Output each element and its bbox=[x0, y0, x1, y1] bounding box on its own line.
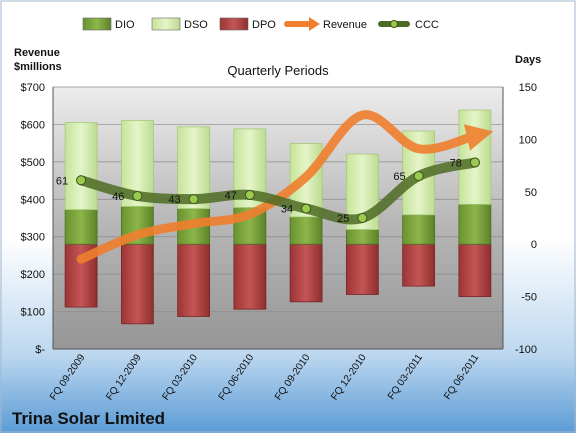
plot-area bbox=[53, 87, 503, 349]
data-labels: 61 46 43 47 34 25 65 78 bbox=[56, 157, 462, 225]
left-tick-label: $500 bbox=[21, 157, 45, 169]
dpo-bar bbox=[233, 243, 267, 310]
left-axis-label-line1: Revenue bbox=[14, 47, 60, 59]
dpo-bar bbox=[289, 243, 323, 303]
dio-bar bbox=[345, 229, 379, 245]
ccc-data-label: 47 bbox=[225, 190, 237, 202]
ccc-line bbox=[76, 157, 480, 225]
legend-swatch-dso bbox=[151, 17, 181, 31]
dpo-bar bbox=[120, 243, 154, 325]
right-tick-label: 150 bbox=[519, 82, 537, 94]
left-tick-label: $200 bbox=[21, 269, 45, 281]
left-tick-label: $300 bbox=[21, 232, 45, 244]
left-tick-label: $100 bbox=[21, 307, 45, 319]
dpo-bar bbox=[402, 243, 436, 287]
legend-swatch-dio bbox=[82, 17, 112, 31]
left-tick-label: $600 bbox=[21, 119, 45, 131]
legend-swatch-ccc-point bbox=[390, 20, 398, 28]
ccc-point bbox=[357, 213, 368, 223]
ccc-point bbox=[76, 175, 87, 186]
ccc-point bbox=[132, 190, 143, 201]
ccc-point bbox=[413, 171, 424, 182]
ccc-data-label: 43 bbox=[168, 194, 180, 206]
right-tick-label: 0 bbox=[531, 239, 537, 251]
dio-bar bbox=[289, 216, 323, 245]
ccc-data-label: 61 bbox=[56, 175, 68, 187]
dio-bar bbox=[64, 209, 98, 245]
dpo-bar bbox=[177, 243, 211, 317]
dio-bar bbox=[458, 203, 492, 245]
right-tick-label: -50 bbox=[521, 292, 537, 304]
legend-label: CCC bbox=[415, 19, 439, 31]
right-tick-label: 50 bbox=[525, 187, 537, 199]
legend-label: Revenue bbox=[323, 19, 367, 31]
legend-label: DSO bbox=[184, 19, 208, 31]
right-tick-label: -100 bbox=[515, 344, 537, 356]
dso-bar bbox=[64, 122, 98, 211]
dpo-bar bbox=[345, 243, 379, 295]
chart-title: Quarterly Periods bbox=[227, 63, 329, 78]
dso-bar bbox=[458, 109, 492, 205]
dio-bar bbox=[402, 214, 436, 245]
ccc-data-label: 34 bbox=[281, 204, 293, 216]
lines bbox=[76, 110, 494, 264]
ccc-data-label: 78 bbox=[450, 157, 462, 169]
ccc-data-label: 46 bbox=[112, 191, 124, 203]
ccc-data-label: 25 bbox=[337, 213, 349, 225]
ccc-data-label: 65 bbox=[393, 171, 405, 183]
legend-swatch-dpo bbox=[219, 17, 249, 31]
dpo-bar bbox=[458, 243, 492, 297]
ccc-point bbox=[244, 189, 255, 200]
right-tick-label: 100 bbox=[519, 134, 537, 146]
left-tick-label: $- bbox=[35, 344, 45, 356]
company-name: Trina Solar Limited bbox=[12, 409, 165, 428]
legend-label: DPO bbox=[252, 19, 276, 31]
left-axis-label-line2: $millions bbox=[14, 61, 62, 73]
legend-label: DIO bbox=[115, 19, 135, 31]
ccc-point bbox=[301, 203, 312, 214]
ccc-point bbox=[469, 157, 480, 168]
legend-arrowhead bbox=[309, 17, 320, 31]
left-tick-label: $700 bbox=[21, 82, 45, 94]
revenue-line bbox=[76, 110, 494, 264]
legend: DIO DSO DPO Revenue CCC bbox=[82, 17, 439, 31]
left-tick-label: $400 bbox=[21, 194, 45, 206]
ccc-point bbox=[188, 194, 199, 205]
right-axis-label: Days bbox=[515, 54, 541, 66]
